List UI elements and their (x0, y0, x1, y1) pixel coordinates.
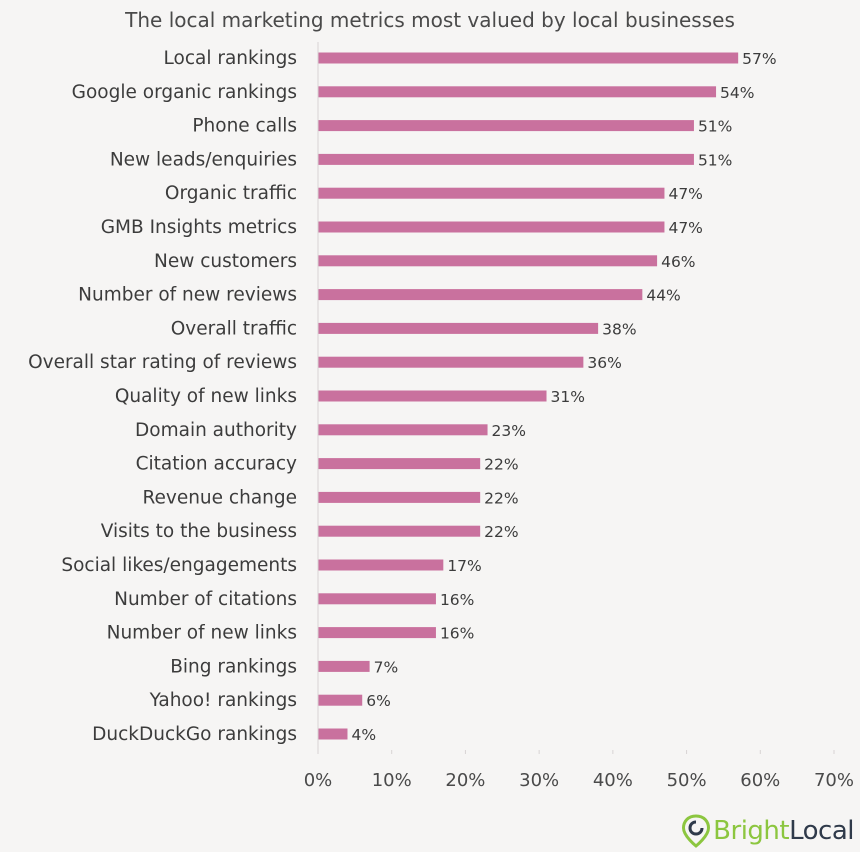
value-label: 31% (551, 388, 585, 406)
brightlocal-logo: BrightLocal (681, 814, 854, 848)
bar (318, 289, 643, 301)
value-label: 47% (668, 185, 702, 203)
category-label: Number of citations (114, 589, 297, 610)
category-label: Overall traffic (171, 318, 297, 339)
value-label: 4% (351, 726, 376, 744)
value-label: 22% (484, 489, 518, 507)
bar (318, 322, 599, 334)
logo-text-local: Local (789, 816, 854, 846)
value-label: 51% (698, 118, 732, 136)
bar (318, 52, 739, 64)
category-label: Local rankings (164, 48, 297, 69)
bar (318, 255, 658, 267)
bars-group (318, 52, 739, 740)
bar (318, 593, 436, 605)
value-label: 7% (374, 658, 399, 676)
value-label: 22% (484, 456, 518, 474)
x-tick-label: 70% (814, 770, 854, 791)
bar (318, 728, 348, 740)
category-label: New customers (154, 251, 297, 272)
x-axis: 0% 10% 20% 30% 40% 50% 60% 70% (304, 42, 854, 791)
bar (318, 390, 547, 402)
bar (318, 559, 444, 571)
bar (318, 120, 694, 132)
category-label: Organic traffic (165, 183, 297, 204)
category-label: Number of new links (107, 623, 297, 644)
category-label: Revenue change (142, 487, 297, 508)
bar (318, 660, 370, 672)
bar (318, 424, 488, 436)
category-label: Yahoo! rankings (149, 690, 297, 711)
logo-text-bright: Bright (713, 816, 790, 846)
category-label: Social likes/engagements (61, 555, 297, 576)
category-label: DuckDuckGo rankings (92, 724, 297, 745)
category-label: GMB Insights metrics (101, 217, 297, 238)
category-label: Citation accuracy (136, 454, 297, 475)
x-tick-label: 0% (304, 770, 333, 791)
value-label: 6% (366, 692, 391, 710)
category-label: Visits to the business (101, 521, 297, 542)
value-label: 51% (698, 151, 732, 169)
x-tick-label: 30% (519, 770, 559, 791)
value-label: 17% (447, 557, 481, 575)
location-pin-icon (682, 814, 711, 848)
value-label: 36% (587, 354, 621, 372)
bar (318, 187, 665, 199)
value-label: 16% (440, 625, 474, 643)
category-label: Bing rankings (170, 656, 297, 677)
category-label: Quality of new links (115, 386, 297, 407)
value-label: 44% (646, 287, 680, 305)
bar (318, 153, 694, 165)
value-label: 16% (440, 591, 474, 609)
value-labels-group: 57% 54% 51% 51% 47% 47% 46% 44% 38% 36%31% 23% 22% 2… (351, 50, 776, 744)
logo-text: BrightLocal (713, 816, 854, 846)
bar (318, 491, 481, 503)
x-tick-label: 50% (667, 770, 707, 791)
bar (318, 525, 481, 537)
category-label: Number of new reviews (78, 285, 297, 306)
x-tick-label: 10% (372, 770, 412, 791)
value-label: 23% (492, 422, 526, 440)
value-label: 46% (661, 253, 695, 271)
value-label: 54% (720, 84, 754, 102)
category-label: Domain authority (135, 420, 297, 441)
value-label: 38% (602, 320, 636, 338)
bar (318, 86, 717, 98)
category-label: New leads/enquiries (110, 149, 297, 170)
bar (318, 627, 436, 639)
x-tick-label: 20% (445, 770, 485, 791)
x-tick-label: 40% (593, 770, 633, 791)
value-label: 47% (668, 219, 702, 237)
category-label: Google organic rankings (72, 82, 297, 103)
x-tick-label: 60% (740, 770, 780, 791)
bar (318, 221, 665, 233)
value-label: 57% (742, 50, 776, 68)
chart-title: The local marketing metrics most valued … (124, 8, 735, 32)
bar (318, 458, 481, 470)
bar (318, 694, 363, 706)
category-label: Phone calls (192, 116, 297, 137)
value-label: 22% (484, 523, 518, 541)
category-label: Overall star rating of reviews (28, 352, 297, 373)
category-labels-group: Local rankings Google organic rankings Pho… (28, 48, 297, 745)
bar (318, 356, 584, 368)
